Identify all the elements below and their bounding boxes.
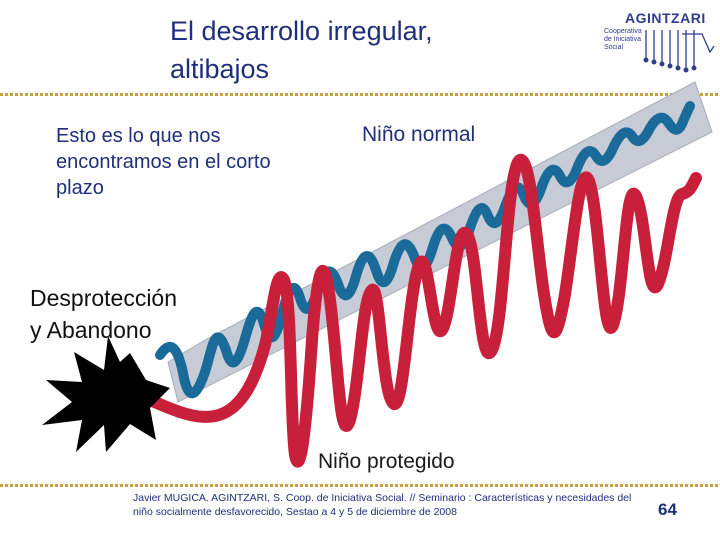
protected-child-wave — [144, 153, 702, 468]
normal-child-wave — [155, 101, 695, 399]
footer-citation: Javier MUGICA. AGINTZARI, S. Coop. de In… — [133, 492, 632, 518]
normal-child-label: Niño normal — [362, 123, 476, 146]
slide-title-line2: altibajos — [170, 54, 270, 84]
slide-title-line1: El desarrollo irregular, — [170, 16, 433, 46]
top-divider — [0, 93, 720, 96]
logo-subtitle-line: Social — [604, 44, 624, 51]
slide-title: El desarrollo irregular, altibajos — [170, 12, 590, 88]
bottom-divider — [0, 484, 720, 487]
neglect-label-line2: y Abandono — [30, 317, 152, 343]
neglect-label: Desprotección y Abandono — [30, 282, 177, 346]
agintzari-logo: AGINTZARI Cooperativa de Iniciativa Soci… — [598, 8, 716, 74]
protected-child-label: Niño protegido — [318, 450, 455, 473]
neglect-label-line1: Desprotección — [30, 285, 178, 311]
logo-name: AGINTZARI — [625, 10, 706, 26]
logo-subtitle-line: Cooperativa — [604, 28, 642, 35]
neglect-burst-icon — [42, 336, 170, 452]
page-number: 64 — [658, 500, 677, 519]
logo-graphic-icon — [643, 30, 715, 73]
logo-subtitle-line: de Iniciativa — [604, 36, 641, 43]
logo-subtitle: Cooperativa de Iniciativa Social — [604, 28, 644, 52]
short-term-label: Esto es lo que nos encontramos en el cor… — [56, 125, 271, 199]
